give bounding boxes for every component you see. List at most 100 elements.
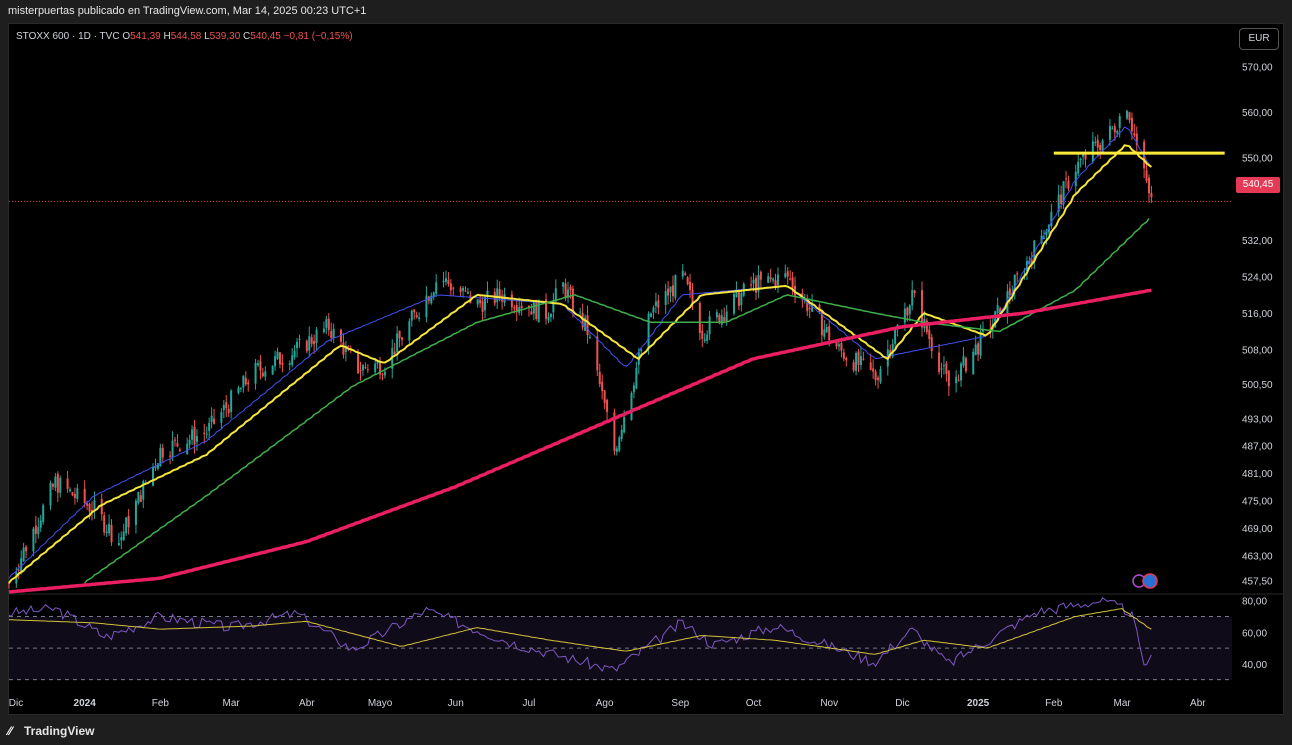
candle-body [879, 369, 882, 382]
candle-body [410, 310, 413, 321]
candle-body [1133, 133, 1136, 136]
candle-body [1101, 140, 1104, 154]
ma-green-line [84, 217, 1150, 584]
candle-body [39, 520, 42, 528]
candle-body [686, 277, 689, 285]
candle-body [855, 353, 858, 371]
candle-body [293, 351, 296, 358]
currency-button[interactable]: EUR [1239, 28, 1279, 50]
candle-body [51, 484, 54, 487]
price-axis-label: 475,00 [1242, 497, 1273, 508]
candle-body [110, 524, 113, 543]
candle-body [152, 466, 155, 486]
chart-frame[interactable] [8, 23, 1284, 715]
candle-body [581, 312, 584, 328]
candle-body [210, 415, 213, 423]
candle-body [808, 308, 811, 310]
ohlc-legend: STOXX 600 · 1D · TVC O541,39 H544,58 L53… [16, 31, 353, 42]
candle-body [786, 271, 789, 277]
rsi-axis-label: 60,00 [1242, 628, 1267, 639]
publisher-header: misterpuertas publicado en TradingView.c… [0, 0, 1292, 22]
open-label: O [122, 31, 131, 42]
candle-body [1028, 260, 1031, 264]
time-axis-label: Abr [299, 698, 315, 709]
candle-body [264, 371, 267, 377]
price-axis-label: 481,00 [1242, 469, 1273, 480]
candle-body [49, 482, 52, 506]
ma-200-line [8, 288, 1152, 594]
candle-body [650, 313, 653, 317]
brand-name: TradingView [24, 724, 95, 738]
symbol-label[interactable]: STOXX 600 · 1D · TVC [16, 31, 120, 42]
tradingview-logo[interactable]: ⁄⁄ TradingView [8, 724, 94, 738]
candle-body [718, 314, 721, 324]
candle-body [960, 363, 963, 381]
candle-body [56, 473, 59, 493]
candle-body [459, 288, 462, 293]
candle-body [857, 351, 860, 365]
candle-body [418, 317, 421, 320]
candle-body [425, 295, 428, 318]
candle-body [852, 362, 855, 371]
candle-body [154, 466, 157, 469]
candle-body [977, 343, 980, 355]
candle-body [401, 337, 404, 340]
candle-body [1135, 133, 1138, 145]
candle-body [188, 439, 191, 445]
candle-body [86, 503, 89, 506]
candle-body [571, 288, 574, 311]
candle-body [364, 367, 367, 369]
candle-body [161, 447, 164, 458]
candle-body [654, 301, 657, 307]
price-axis-label: 570,00 [1242, 62, 1273, 73]
candle-body [657, 300, 660, 308]
candle-body [1148, 177, 1151, 194]
candle-body [1094, 141, 1097, 143]
candle-body [383, 371, 386, 376]
time-axis-label: Abr [1190, 698, 1206, 709]
low-label: L [204, 31, 210, 42]
candle-body [1060, 194, 1063, 205]
candle-body [464, 290, 467, 292]
candle-body [1065, 178, 1068, 180]
candle-body [247, 382, 250, 385]
price-axis-label: 508,00 [1242, 346, 1273, 357]
candle-body [928, 329, 931, 340]
candle-body [567, 289, 570, 298]
candle-body [315, 329, 318, 343]
candle-body [674, 275, 677, 298]
candle-body [1040, 235, 1043, 243]
candle-body [1013, 275, 1016, 290]
candle-body [396, 333, 399, 353]
candle-body [435, 282, 438, 294]
candle-body [588, 336, 591, 338]
candle-body [374, 363, 377, 373]
candle-body [408, 321, 411, 341]
candle-body [142, 481, 145, 500]
price-axis-label: 493,00 [1242, 414, 1273, 425]
candle-body [635, 367, 638, 389]
rsi-ma-line [8, 608, 1152, 655]
time-axis-label: Jun [448, 698, 464, 709]
candle-body [552, 300, 555, 313]
time-axis-label: Oct [746, 698, 762, 709]
candle-body [586, 315, 589, 336]
high-value: 544,58 [170, 31, 202, 42]
candle-body [862, 358, 865, 360]
candle-body [955, 376, 958, 384]
candle-body [173, 439, 176, 441]
candle-body [938, 352, 941, 372]
candle-body [545, 299, 548, 319]
candle-body [127, 516, 130, 528]
candle-body [947, 370, 950, 387]
candle-body [398, 330, 401, 339]
candle-body [767, 276, 770, 283]
candle-body [1108, 125, 1111, 140]
candle-body [415, 314, 418, 318]
candle-body [332, 328, 335, 338]
candle-body [720, 315, 723, 325]
candle-body [462, 287, 465, 291]
candle-body [498, 289, 501, 298]
candle-body [647, 313, 650, 350]
